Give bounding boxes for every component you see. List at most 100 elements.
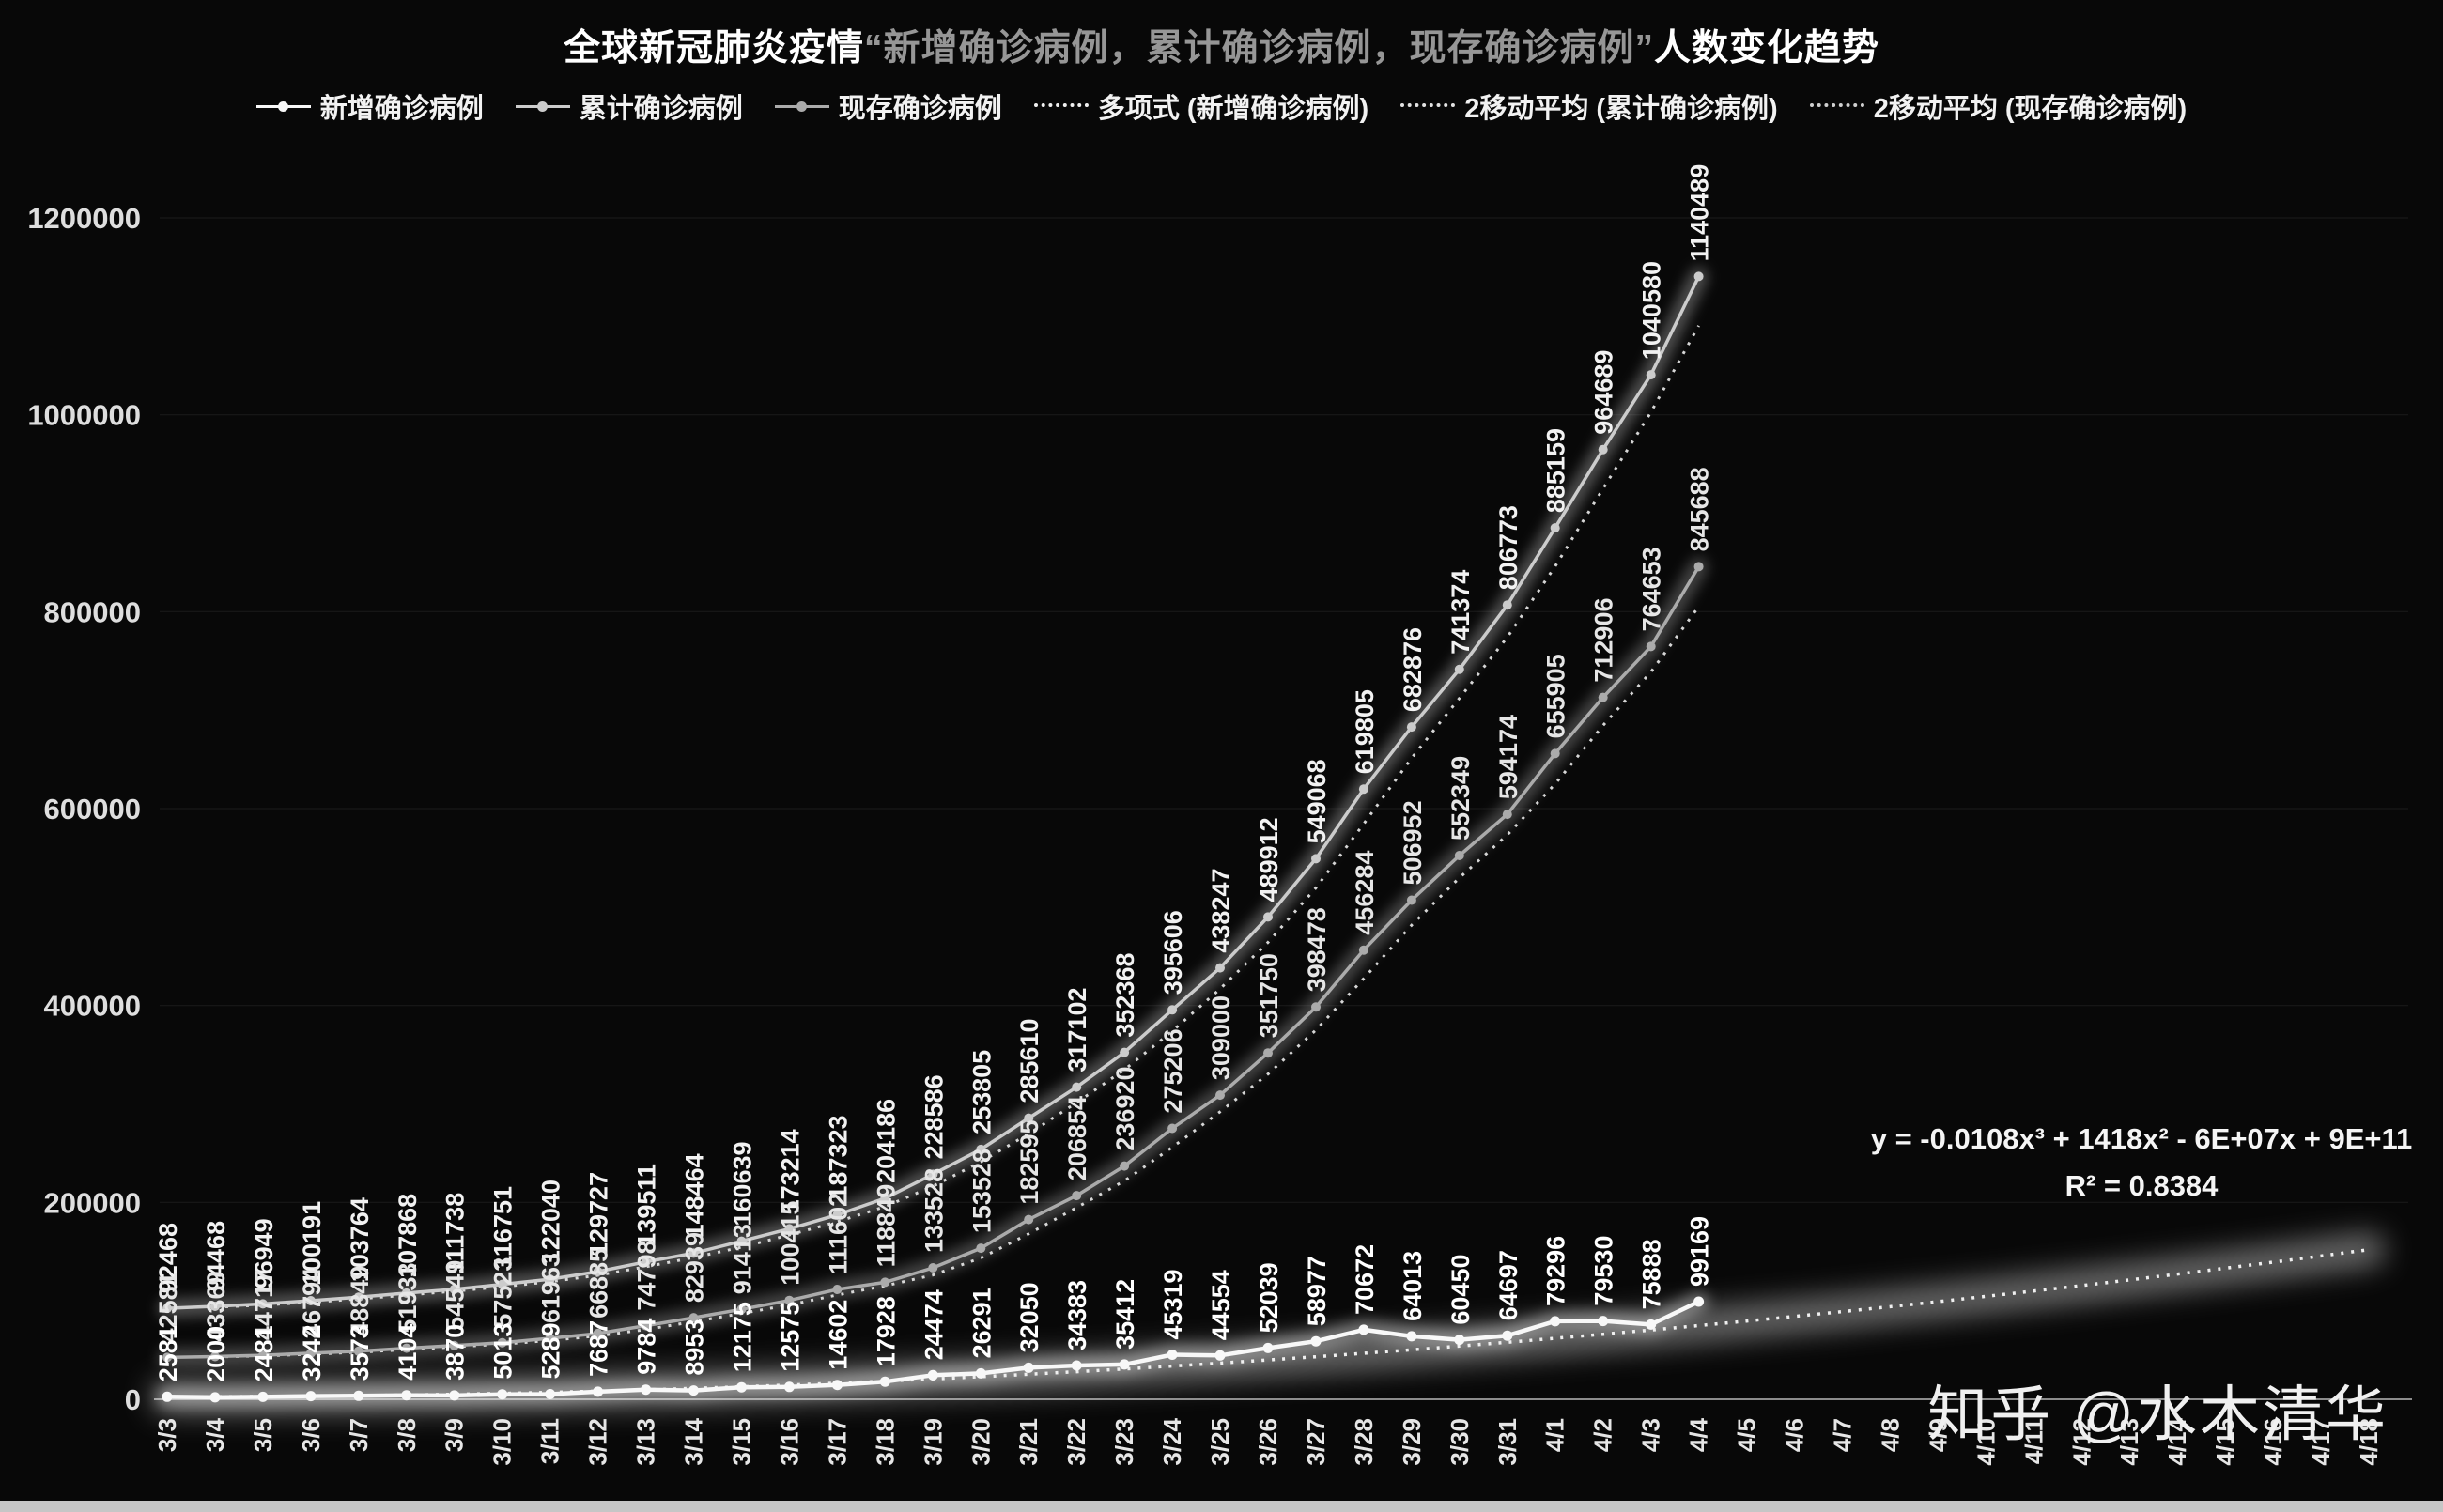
data-label-new-cases: 2000	[202, 1326, 230, 1382]
series-point-cumulative-cases	[880, 1193, 890, 1203]
data-label-cumulative-cases: 100191	[298, 1201, 326, 1286]
x-axis-label: 3/31	[1493, 1418, 1522, 1466]
dotted-line-marker-icon	[1400, 99, 1456, 114]
data-label-cumulative-cases: 741374	[1446, 570, 1475, 655]
x-axis-label: 4/10	[1971, 1418, 2000, 1466]
x-axis-label: 3/29	[1398, 1418, 1426, 1466]
data-label-new-cases: 4104	[394, 1324, 422, 1381]
series-point-existing-cases	[1167, 1123, 1178, 1134]
x-axis-label: 3/17	[823, 1418, 851, 1466]
y-axis-label: 200000	[44, 1186, 141, 1219]
data-label-new-cases: 70672	[1351, 1244, 1379, 1315]
series-point-existing-cases	[1646, 641, 1656, 652]
x-axis-label: 3/8	[393, 1418, 421, 1452]
series-point-cumulative-cases	[1072, 1082, 1082, 1092]
x-axis-label: 3/14	[680, 1417, 708, 1465]
data-label-new-cases: 17928	[872, 1296, 900, 1366]
series-point-cumulative-cases	[257, 1299, 268, 1309]
trendline-equation: y = -0.0108x³ + 1418x² - 6E+07x + 9E+11 …	[1841, 1116, 2442, 1209]
series-point-new-cases	[1406, 1331, 1417, 1342]
data-label-existing-cases: 655905	[1542, 654, 1570, 738]
data-label-new-cases: 45319	[1159, 1269, 1187, 1339]
watermark: 知乎 @水木清华	[1927, 1381, 2389, 1448]
series-point-cumulative-cases	[641, 1257, 651, 1267]
data-label-existing-cases: 764653	[1638, 547, 1666, 631]
x-axis-label: 4/4	[1685, 1417, 1713, 1452]
legend-label: 现存确诊病例	[838, 94, 1002, 124]
x-axis-label: 4/9	[1924, 1418, 1952, 1452]
series-point-existing-cases	[976, 1243, 986, 1254]
data-label-new-cases: 35412	[1111, 1279, 1139, 1350]
x-axis-label: 4/11	[2019, 1418, 2048, 1464]
x-axis-label: 4/17	[2307, 1418, 2335, 1466]
series-point-existing-cases	[1406, 895, 1416, 905]
data-label-cumulative-cases: 92468	[154, 1223, 182, 1293]
data-label-existing-cases: 594174	[1494, 715, 1523, 799]
series-point-new-cases	[305, 1391, 317, 1402]
data-label-cumulative-cases: 352368	[1111, 952, 1139, 1037]
series-point-cumulative-cases	[1693, 271, 1704, 282]
series-point-existing-cases	[449, 1340, 459, 1350]
x-axis-label: 3/20	[966, 1418, 995, 1466]
moving-average-line-existing-cases	[214, 606, 1700, 1359]
data-label-cumulative-cases: 395606	[1159, 910, 1187, 995]
series-point-new-cases	[353, 1390, 364, 1401]
data-label-new-cases: 60450	[1446, 1255, 1475, 1325]
chart-title: 全球新冠肺炎疫情“新增确诊病例，累计确诊病例，现存确诊病例”人数变化趋势	[0, 19, 2443, 71]
data-label-existing-cases: 46794	[298, 1268, 326, 1338]
data-label-new-cases: 44554	[1207, 1270, 1235, 1340]
data-label-cumulative-cases: 160639	[729, 1141, 757, 1226]
x-axis-label: 4/13	[2115, 1418, 2143, 1466]
line-dot-marker-icon	[774, 99, 829, 114]
x-axis-label: 3/22	[1062, 1418, 1090, 1466]
data-label-new-cases: 79530	[1590, 1236, 1618, 1306]
legend-item-ma-cumulative: 2移动平均 (累计确诊病例)	[1400, 86, 1778, 126]
chart-title-quoted: “新增确诊病例，累计确诊病例，现存确诊病例”	[863, 28, 1654, 69]
series-point-existing-cases	[1072, 1191, 1082, 1201]
x-axis-label: 4/3	[1637, 1418, 1665, 1452]
series-point-new-cases	[1167, 1350, 1178, 1360]
series-point-existing-cases	[1120, 1161, 1130, 1171]
data-label-cumulative-cases: 438247	[1207, 868, 1235, 952]
series-point-existing-cases	[1311, 1002, 1321, 1012]
data-label-existing-cases: 51933	[394, 1263, 422, 1334]
data-label-cumulative-cases: 187323	[824, 1115, 852, 1199]
data-label-cumulative-cases: 489912	[1255, 817, 1283, 902]
series-point-cumulative-cases	[736, 1236, 747, 1246]
series-point-new-cases	[1454, 1335, 1465, 1346]
dotted-line-marker-icon	[1033, 99, 1089, 114]
data-label-cumulative-cases: 122040	[537, 1180, 565, 1264]
series-point-new-cases	[1214, 1350, 1226, 1361]
x-axis-label: 4/8	[1876, 1418, 1904, 1452]
series-point-cumulative-cases	[449, 1284, 459, 1294]
data-label-cumulative-cases: 173214	[776, 1129, 804, 1213]
series-point-existing-cases	[1215, 1090, 1225, 1101]
data-label-existing-cases: 456284	[1351, 851, 1379, 935]
data-label-cumulative-cases: 116751	[489, 1186, 518, 1270]
legend-item-ma-existing: 2移动平均 (现存确诊病例)	[1809, 86, 2187, 126]
data-label-existing-cases: 845688	[1686, 467, 1714, 551]
series-point-cumulative-cases	[832, 1210, 843, 1220]
x-axis-label: 3/3	[153, 1418, 181, 1452]
line-dot-marker-icon	[515, 99, 570, 114]
y-axis-label: 800000	[44, 595, 141, 628]
data-label-existing-cases: 48849	[346, 1266, 374, 1336]
series-point-existing-cases	[688, 1313, 699, 1323]
series-point-new-cases	[1502, 1330, 1513, 1341]
series-point-new-cases	[257, 1391, 269, 1402]
data-label-new-cases: 24474	[920, 1289, 948, 1360]
series-point-new-cases	[1262, 1342, 1274, 1353]
data-label-new-cases: 12575	[776, 1302, 804, 1372]
x-axis-label: 3/25	[1206, 1418, 1234, 1466]
line-dot-marker-icon	[255, 99, 311, 114]
data-label-cumulative-cases: 317102	[1063, 987, 1091, 1072]
series-point-cumulative-cases	[976, 1144, 986, 1154]
x-axis-label: 3/21	[1014, 1418, 1043, 1466]
series-point-new-cases	[1023, 1362, 1034, 1373]
series-point-cumulative-cases	[1311, 854, 1321, 864]
x-axis-label: 4/2	[1589, 1418, 1617, 1452]
data-label-new-cases: 5289	[537, 1322, 565, 1379]
series-point-cumulative-cases	[210, 1302, 220, 1311]
legend-item-existing-cases: 现存确诊病例	[774, 86, 1002, 126]
series-point-new-cases	[688, 1385, 699, 1396]
